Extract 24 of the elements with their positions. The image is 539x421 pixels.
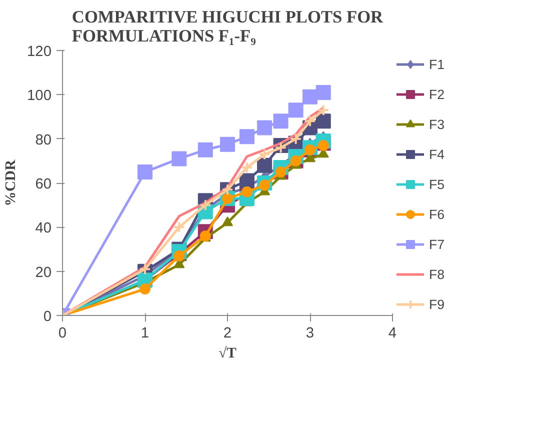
y-tick-label: 0 bbox=[43, 309, 52, 325]
legend-label: F1 bbox=[429, 56, 446, 72]
y-axis-title: %CDR bbox=[3, 159, 20, 206]
legend-label: F6 bbox=[429, 206, 446, 222]
x-tick-label: 0 bbox=[58, 326, 67, 342]
x-tick-label: 3 bbox=[306, 326, 314, 342]
legend-label: F8 bbox=[429, 266, 446, 282]
y-tick-label: 20 bbox=[35, 264, 52, 281]
x-tick-label: 1 bbox=[140, 326, 150, 342]
x-tick-label: 4 bbox=[388, 326, 397, 342]
y-tick-label: 80 bbox=[35, 132, 52, 148]
legend-label: F4 bbox=[429, 146, 446, 162]
legend-label: F5 bbox=[429, 176, 446, 192]
y-tick-label: 40 bbox=[35, 220, 52, 237]
legend-label: F3 bbox=[429, 116, 446, 132]
y-tick-label: 60 bbox=[35, 176, 52, 192]
legend-label: F2 bbox=[429, 86, 446, 102]
chart-title: COMPARITIVE HIGUCHI PLOTS FOR FORMULATIONS F₁-F₉ bbox=[72, 8, 384, 46]
legend-label: F9 bbox=[429, 296, 446, 312]
y-tick-label: 100 bbox=[27, 88, 52, 104]
x-tick-label: 2 bbox=[223, 326, 232, 342]
legend-label: F7 bbox=[429, 236, 446, 252]
x-axis-title: √T bbox=[218, 346, 237, 362]
y-tick-label: 120 bbox=[27, 44, 52, 60]
